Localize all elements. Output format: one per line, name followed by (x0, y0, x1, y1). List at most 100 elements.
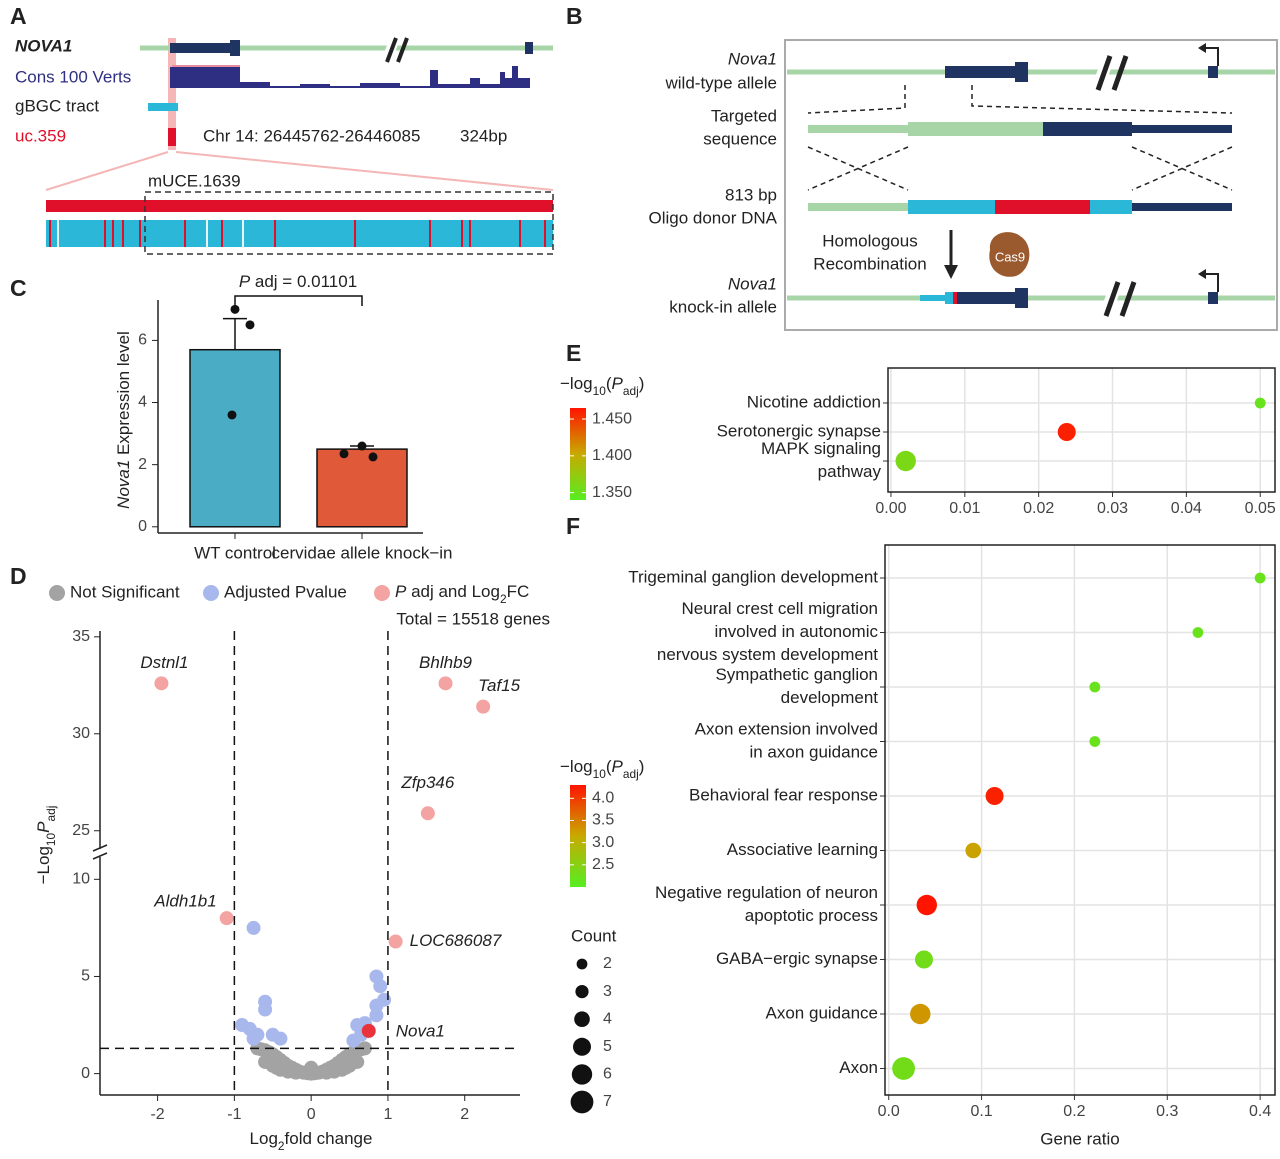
legend-label-part: FC (507, 582, 530, 601)
dot (1089, 736, 1101, 747)
x-tick-label: -1 (227, 1106, 241, 1123)
x-tick-label: 0.2 (1063, 1103, 1085, 1120)
point-label: Dstnl1 (140, 653, 188, 672)
colorbar-title-part: 10 (593, 384, 607, 398)
exon (1015, 62, 1028, 82)
y-tick-label: 35 (72, 628, 90, 645)
highlight-label: Nova1 (396, 1021, 445, 1040)
length: 324bp (460, 126, 507, 145)
point (346, 1033, 361, 1048)
colorbar-title-part: −log (560, 374, 593, 393)
category-label: apoptotic process (745, 906, 878, 925)
y-tick-label: 4 (138, 394, 147, 411)
track-label: Cons 100 Verts (15, 67, 131, 86)
colorbar-title-part: P (612, 757, 624, 776)
point-label: Aldh1b1 (153, 892, 216, 911)
legend-swatch (203, 585, 219, 601)
category-label: Neural crest cell migration (681, 599, 878, 618)
colorbar-title-part: 10 (593, 767, 607, 781)
annotation: P adj = 0.01101 (239, 272, 357, 291)
point (273, 1031, 288, 1046)
x-tick-label: 1 (383, 1106, 392, 1123)
x-axis-label-part: fold change (285, 1129, 373, 1148)
point-label: Zfp346 (400, 773, 454, 792)
size-legend-label: 3 (603, 983, 612, 1000)
dot (892, 1057, 915, 1080)
colorbar-title-part: ) (639, 757, 645, 776)
category-label: GABA−ergic synapse (716, 949, 878, 968)
colorbar-label: 1.450 (592, 410, 632, 427)
row-label: sequence (703, 129, 777, 148)
axis-break (92, 852, 108, 860)
zoom-cyan-bar (46, 220, 553, 247)
y-tick-label: 0 (138, 518, 147, 535)
x-tick-label: 0.03 (1097, 500, 1128, 517)
row-label: Nova1 (728, 274, 777, 293)
break-mark (385, 37, 398, 63)
colorbar-label: 1.400 (592, 447, 632, 464)
point (476, 699, 491, 714)
category-label: Negative regulation of neuron (655, 883, 878, 902)
colorbar (570, 408, 586, 500)
legend-label: Adjusted Pvalue (224, 582, 347, 601)
point (369, 1008, 384, 1023)
x-tick-label: WT control (194, 543, 276, 562)
category-label: Axon guidance (766, 1003, 878, 1022)
colorbar-title-part: adj (623, 384, 639, 398)
break-mark (396, 37, 409, 63)
data-point (230, 304, 240, 314)
bar (316, 448, 408, 528)
row-label: Targeted (711, 106, 777, 125)
knock-in-block (945, 292, 953, 304)
plot-frame (884, 544, 1276, 1096)
y-axis-label-part: adj (44, 806, 58, 822)
point (269, 1060, 284, 1075)
category-label: Nicotine addiction (747, 392, 881, 411)
category-label: nervous system development (657, 645, 878, 664)
legend-label: P adj and Log2FC (395, 582, 529, 606)
size-legend-label: 5 (603, 1038, 612, 1055)
note: Total = 15518 genes (396, 609, 550, 628)
panel-letter: B (566, 3, 583, 29)
conservation-track (170, 66, 530, 88)
colorbar-title-part: ) (639, 374, 645, 393)
colorbar-title-part: ( (606, 757, 612, 776)
x-tick-label: 0 (307, 1106, 316, 1123)
x-axis-label-part: Log (250, 1129, 278, 1148)
colorbar-title-part: −log (560, 757, 593, 776)
point (438, 676, 453, 691)
panel-b: B Cas9 (566, 3, 1278, 331)
zoom-line (45, 151, 169, 191)
knock-in-block (920, 295, 945, 301)
donor-block (995, 200, 1090, 214)
exon (957, 292, 1017, 304)
category-label: in axon guidance (749, 742, 878, 761)
category-label: pathway (818, 462, 882, 481)
exon (1208, 66, 1218, 78)
y-tick-label: 0 (81, 1065, 90, 1082)
category-label: Sympathetic ganglion (715, 665, 878, 684)
exon (170, 43, 232, 53)
row-label: Nova1 (728, 49, 777, 68)
panel-letter: D (10, 563, 27, 589)
x-tick-label: 0.1 (970, 1103, 992, 1120)
break-mark (1111, 55, 1129, 91)
dot (1089, 681, 1101, 693)
point (304, 1060, 319, 1075)
donor-block (1090, 200, 1132, 214)
recombination-label: Recombination (813, 254, 926, 273)
y-axis-label-part: −Log (34, 846, 53, 884)
point (350, 1054, 365, 1069)
dot (916, 894, 937, 916)
category-label: Trigeminal ganglion development (628, 567, 878, 586)
target-block (1043, 122, 1132, 136)
y-axis-label-part: P (34, 821, 53, 833)
highlight (168, 38, 176, 150)
gbgc-bar (148, 103, 178, 111)
category-label: involved in autonomic (715, 622, 879, 641)
dot (1254, 397, 1266, 409)
dot (965, 842, 982, 859)
dot (915, 950, 933, 969)
panel-letter: F (566, 513, 580, 539)
